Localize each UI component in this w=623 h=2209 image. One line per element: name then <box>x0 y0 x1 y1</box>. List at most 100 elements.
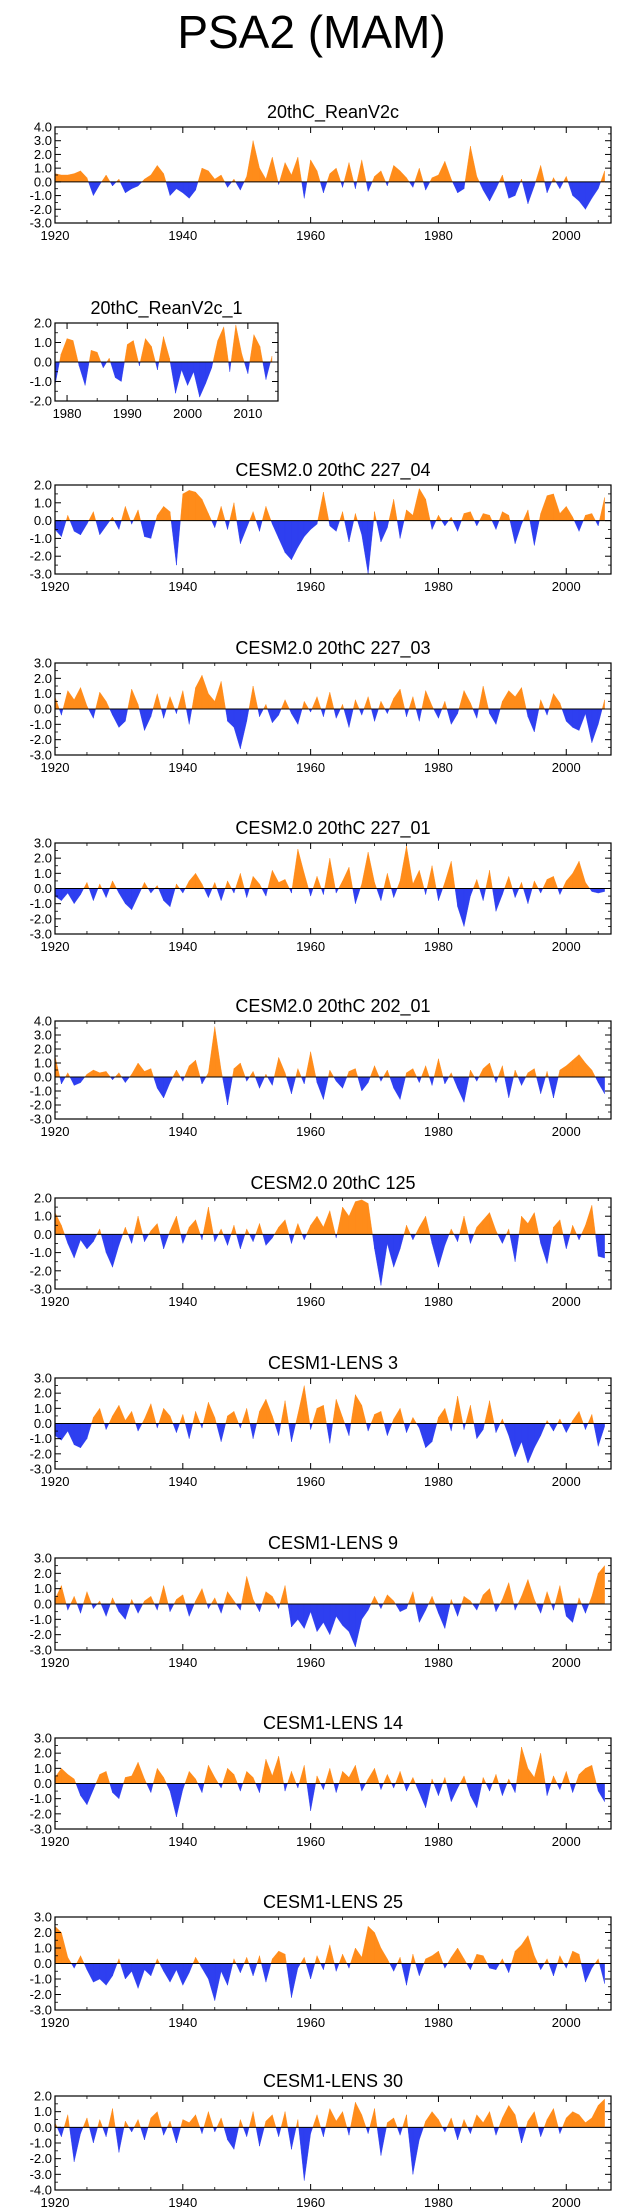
y-tick-label: 0.0 <box>34 355 52 370</box>
y-tick-label: -3.0 <box>30 567 52 582</box>
x-tick-label: 1940 <box>168 579 197 594</box>
x-tick-label: 1940 <box>168 2015 197 2030</box>
y-tick-label: 1.0 <box>34 1581 52 1596</box>
panel-5: CESM2.0 20thC 227_01 3.02.01.00.0-1.0-2.0… <box>30 818 612 954</box>
y-tick-label: 0.0 <box>34 1597 52 1612</box>
plot-frame <box>54 2095 612 2191</box>
y-tick-label: 0.0 <box>34 1956 52 1971</box>
x-tick-label: 1960 <box>296 2195 325 2209</box>
negative-area <box>59 1076 605 1106</box>
y-tick-label: -2.0 <box>30 549 52 564</box>
y-tick-label: -2.0 <box>30 202 52 217</box>
y-tick-label: 3.0 <box>34 133 52 148</box>
panel-1: 20thC_ReanV2c 4.03.02.01.00.0-1.0-2.0-3.0… <box>30 102 612 243</box>
y-tick-label: -1.0 <box>30 896 52 911</box>
x-tick-label: 1980 <box>424 760 453 775</box>
x-tick-label: 1940 <box>168 1124 197 1139</box>
x-tick-label: 1920 <box>41 579 70 594</box>
panel-8: CESM1-LENS 3 3.02.01.00.0-1.0-2.0-3.01920… <box>30 1353 612 1489</box>
x-tick-label: 1960 <box>296 2015 325 2030</box>
positive-area <box>54 1565 605 1605</box>
x-tick-label: 2000 <box>552 939 581 954</box>
y-tick-label: -2.0 <box>30 394 52 409</box>
x-tick-label: 2000 <box>552 579 581 594</box>
x-tick-label: 1920 <box>41 1294 70 1309</box>
y-tick-label: 0.0 <box>34 513 52 528</box>
x-tick-label: 2000 <box>552 2195 581 2209</box>
y-tick-label: 2.0 <box>34 851 52 866</box>
y-tick-label: 0.0 <box>34 702 52 717</box>
y-tick-label: 4.0 <box>34 1014 52 1029</box>
y-tick-label: 1.0 <box>34 1761 52 1776</box>
y-tick-label: 0.0 <box>34 1776 52 1791</box>
x-tick-label: 1920 <box>41 2195 70 2209</box>
x-tick-label: 1960 <box>296 1124 325 1139</box>
x-tick-label: 2010 <box>233 406 262 421</box>
y-tick-label: 0.0 <box>34 881 52 896</box>
positive-area <box>54 1026 596 1078</box>
y-tick-label: 2.0 <box>34 1566 52 1581</box>
y-tick-label: 2.0 <box>34 1925 52 1940</box>
y-tick-label: -1.0 <box>30 717 52 732</box>
y-tick-label: -3.0 <box>30 2167 52 2182</box>
panel-7: CESM2.0 20thC 1252.01.00.0-1.0-2.0-3.019… <box>30 1173 612 1309</box>
y-tick-label: 1.0 <box>34 1401 52 1416</box>
x-tick-label: 1980 <box>424 2195 453 2209</box>
y-tick-label: 3.0 <box>34 1028 52 1043</box>
positive-area <box>54 140 605 183</box>
negative-area <box>71 1963 605 2001</box>
panel-6: CESM2.0 20thC 202_014.03.02.01.00.0-1.0-… <box>30 996 612 1139</box>
x-tick-label: 2000 <box>552 1655 581 1670</box>
x-tick-label: 1960 <box>296 1474 325 1489</box>
panel-title: 20thC_ReanV2c_1 <box>90 298 242 319</box>
y-tick-label: -3.0 <box>30 927 52 942</box>
y-tick-label: 2.0 <box>34 147 52 162</box>
y-tick-label: -2.0 <box>30 911 52 926</box>
x-tick-label: 1960 <box>296 1655 325 1670</box>
panel-4: CESM2.0 20thC 227_03 3.02.01.00.0-1.0-2.0… <box>30 638 612 775</box>
y-tick-label: 2.0 <box>34 2089 52 2104</box>
panel-title: CESM2.0 20thC 227_03 <box>235 638 430 659</box>
main-title: PSA2 (MAM) <box>177 6 446 58</box>
y-tick-label: 1.0 <box>34 686 52 701</box>
y-tick-label: -2.0 <box>30 1987 52 2002</box>
positive-area <box>65 487 605 521</box>
x-tick-label: 1940 <box>168 1834 197 1849</box>
x-tick-label: 1980 <box>424 1834 453 1849</box>
x-tick-label: 1920 <box>41 1474 70 1489</box>
y-tick-label: -1.0 <box>30 2136 52 2151</box>
y-tick-label: 1.0 <box>34 2104 52 2119</box>
x-tick-label: 1980 <box>424 579 453 594</box>
x-tick-label: 2000 <box>552 760 581 775</box>
y-tick-label: 1.0 <box>34 335 52 350</box>
y-tick-label: -1.0 <box>30 188 52 203</box>
positive-area <box>54 1747 597 1784</box>
y-tick-label: -3.0 <box>30 1112 52 1127</box>
y-tick-label: 3.0 <box>34 1371 52 1386</box>
positive-area <box>59 324 273 363</box>
y-tick-label: 0.0 <box>34 1070 52 1085</box>
x-tick-label: 1940 <box>168 760 197 775</box>
negative-area <box>58 708 603 749</box>
y-tick-label: 3.0 <box>34 836 52 851</box>
x-tick-label: 1940 <box>168 1655 197 1670</box>
x-tick-label: 1920 <box>41 2015 70 2030</box>
y-tick-label: 0.0 <box>34 2120 52 2135</box>
plot-frame <box>54 484 612 575</box>
x-tick-label: 1980 <box>424 1655 453 1670</box>
panel-title: 20thC_ReanV2c <box>267 102 399 123</box>
negative-area <box>54 888 605 927</box>
panel-3: CESM2.0 20thC 227_04 2.0 1.0 0.0 -1.0 -2.0 -3.… <box>30 460 612 594</box>
negative-area <box>54 361 271 398</box>
x-tick-label: 1960 <box>296 1294 325 1309</box>
y-tick-label: -3.0 <box>30 1822 52 1837</box>
panel-title: CESM1-LENS 3 <box>268 1353 398 1373</box>
x-tick-label: 1980 <box>424 1474 453 1489</box>
y-tick-label: 3.0 <box>34 1731 52 1746</box>
x-tick-label: 1960 <box>296 939 325 954</box>
panel-title: CESM2.0 20thC 227_01 <box>235 818 430 839</box>
y-tick-label: 2.0 <box>34 1746 52 1761</box>
y-tick-label: 0.0 <box>34 1227 52 1242</box>
x-tick-label: 1980 <box>424 2015 453 2030</box>
